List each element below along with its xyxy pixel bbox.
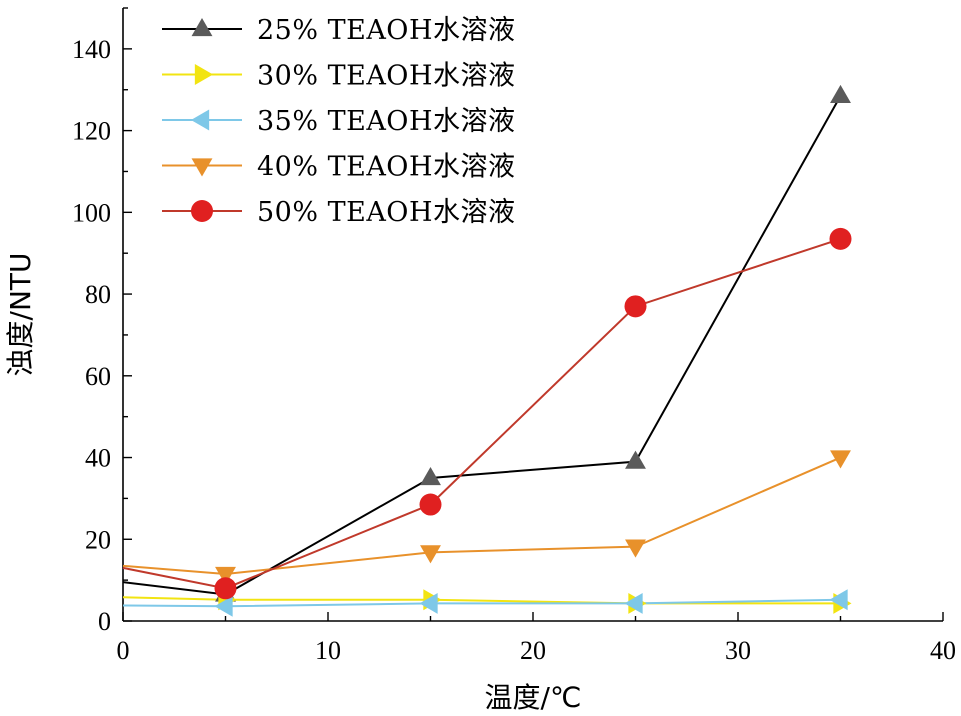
series-5-point <box>829 227 852 250</box>
series-5-point <box>624 295 647 318</box>
y-tick-label: 0 <box>98 607 111 636</box>
legend-label: 35% TEAOH水溶液 <box>257 106 516 137</box>
axes <box>122 8 943 622</box>
x-axis-title: 温度/℃ <box>485 681 582 714</box>
y-tick-label: 80 <box>85 280 111 309</box>
series-3-point <box>829 589 848 611</box>
legend-marker <box>191 18 213 37</box>
series-line-4 <box>122 456 841 576</box>
series-4-point <box>625 539 646 558</box>
legend-marker <box>191 200 213 222</box>
series-5-point <box>419 493 442 516</box>
series-1-point <box>625 450 646 469</box>
series-4-point <box>420 545 441 564</box>
y-tick-label: 20 <box>85 525 111 554</box>
legend-marker <box>191 109 210 131</box>
series-markers <box>214 84 852 617</box>
legend-label: 40% TEAOH水溶液 <box>257 152 516 183</box>
x-tick-label: 40 <box>930 636 956 665</box>
series-1-point <box>830 84 851 104</box>
series-3-point <box>419 592 438 614</box>
series-5-point <box>214 577 237 600</box>
legend-label: 50% TEAOH水溶液 <box>257 197 516 228</box>
series-3-point <box>214 595 233 617</box>
series-4-point <box>215 566 236 586</box>
x-ticks: 0 10 20 30 40 <box>117 612 956 665</box>
legend-label: 25% TEAOH水溶液 <box>257 15 516 46</box>
series-4-point <box>830 450 851 469</box>
y-tick-label: 40 <box>85 444 111 473</box>
x-tick-label: 10 <box>315 636 341 665</box>
series-1-point <box>420 466 441 486</box>
legend-label: 30% TEAOH水溶液 <box>257 61 516 92</box>
y-axis-title: 浊度/NTU <box>4 253 37 377</box>
series-3-point <box>624 592 643 614</box>
legend: 25% TEAOH水溶液 30% TEAOH水溶液 35% TEAOH水溶液 40% … <box>162 15 516 228</box>
series-line-5 <box>122 237 841 590</box>
y-tick-label: 120 <box>72 117 111 146</box>
x-tick-label: 30 <box>725 636 751 665</box>
x-tick-label: 0 <box>117 636 130 665</box>
y-tick-label: 140 <box>72 35 111 64</box>
y-ticks: 0 20 40 60 80 100 120 140 <box>72 7 132 636</box>
y-tick-label: 100 <box>72 198 111 227</box>
legend-marker <box>194 64 213 85</box>
legend-marker <box>191 158 213 177</box>
y-tick-label: 60 <box>85 362 111 391</box>
x-tick-label: 20 <box>520 636 546 665</box>
